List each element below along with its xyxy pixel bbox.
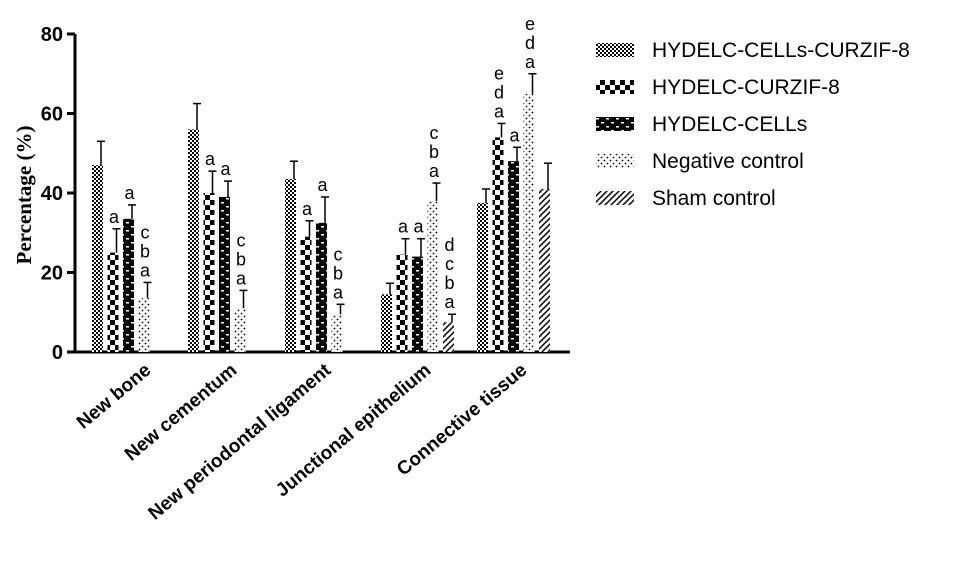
significance-letter: b <box>429 142 439 162</box>
bar <box>508 161 519 352</box>
bar <box>188 129 199 352</box>
bar <box>396 254 408 352</box>
y-tick-label: 40 <box>41 183 63 205</box>
bar <box>92 165 103 352</box>
significance-letter: a <box>236 268 247 288</box>
significance-letter: a <box>429 161 440 181</box>
significance-letter: a <box>525 52 536 72</box>
bar <box>300 236 312 352</box>
bar <box>381 294 392 352</box>
y-tick-label: 20 <box>41 263 63 285</box>
significance-letter: a <box>220 159 231 179</box>
significance-letter: a <box>333 282 344 302</box>
significance-letter: b <box>333 263 343 283</box>
bar <box>477 202 488 352</box>
y-tick-label: 0 <box>52 342 63 364</box>
legend-swatch <box>596 154 634 168</box>
bar <box>285 179 296 352</box>
significance-letter: d <box>525 33 535 53</box>
legend-swatch <box>596 191 634 205</box>
legend-swatch <box>596 80 634 94</box>
significance-letter: b <box>236 249 246 269</box>
y-axis-title: Percentage (%) <box>12 126 36 265</box>
bar <box>412 256 423 352</box>
significance-letter: d <box>494 82 504 102</box>
significance-letter: a <box>444 292 455 312</box>
legend-swatch <box>596 117 634 131</box>
legend-label: Negative control <box>652 150 804 173</box>
significance-letter: c <box>445 254 454 274</box>
significance-letter: a <box>205 149 216 169</box>
significance-letter: b <box>140 241 150 261</box>
bar <box>331 314 343 352</box>
significance-letter: c <box>237 230 246 250</box>
significance-letter: a <box>413 217 424 237</box>
significance-letter: b <box>444 273 454 293</box>
bar <box>234 308 246 352</box>
significance-letter: a <box>140 260 151 280</box>
significance-letter: d <box>444 235 454 255</box>
significance-letter: a <box>124 183 135 203</box>
legend: HYDELC-CELLs-CURZIF-8 HYDELC-CURZIF-8 HYDE… <box>596 39 910 210</box>
bar <box>107 252 119 352</box>
bar <box>138 298 150 352</box>
bar <box>523 93 535 352</box>
significance-letter: a <box>494 101 505 121</box>
significance-letter: c <box>334 244 343 264</box>
legend-label: Sham control <box>652 187 776 210</box>
y-tick-label: 60 <box>41 104 63 126</box>
significance-letter: a <box>509 125 520 145</box>
bar <box>316 222 327 352</box>
y-tick-label: 80 <box>41 24 63 46</box>
bar <box>443 322 454 352</box>
bar <box>123 218 134 352</box>
legend-swatch <box>596 43 634 57</box>
bar <box>539 189 550 352</box>
significance-letter: c <box>141 222 150 242</box>
significance-letter: e <box>525 14 535 34</box>
legend-label: HYDELC-CURZIF-8 <box>652 76 840 99</box>
x-tick-label: New bone <box>73 360 155 434</box>
bar <box>203 193 215 352</box>
significance-letter: c <box>430 123 439 143</box>
x-tick-label: New periodontal ligament <box>145 359 336 524</box>
significance-letter: a <box>109 207 120 227</box>
bar <box>219 196 230 352</box>
legend-label: HYDELC-CELLs <box>652 113 807 136</box>
bar <box>492 137 504 352</box>
significance-letter: a <box>317 175 328 195</box>
significance-letter: a <box>302 199 313 219</box>
legend-label: HYDELC-CELLs-CURZIF-8 <box>652 39 910 62</box>
significance-letter: e <box>494 63 504 83</box>
bar <box>427 200 439 352</box>
significance-letter: a <box>398 217 409 237</box>
